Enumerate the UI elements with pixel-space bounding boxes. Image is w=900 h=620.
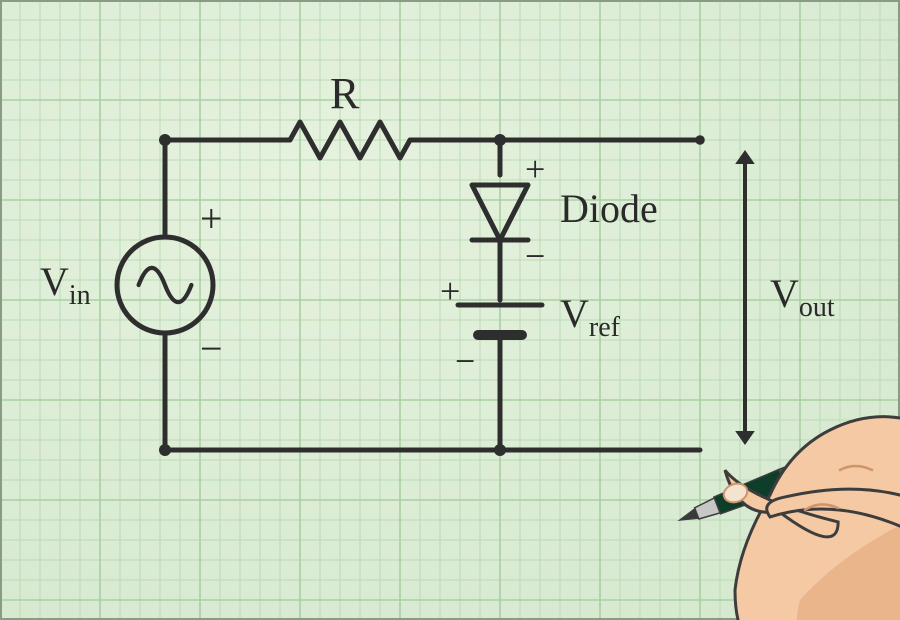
diagram-svg xyxy=(0,0,900,620)
circuit-diagram-canvas: RVinDiodeVrefVout+−+−+− xyxy=(0,0,900,620)
